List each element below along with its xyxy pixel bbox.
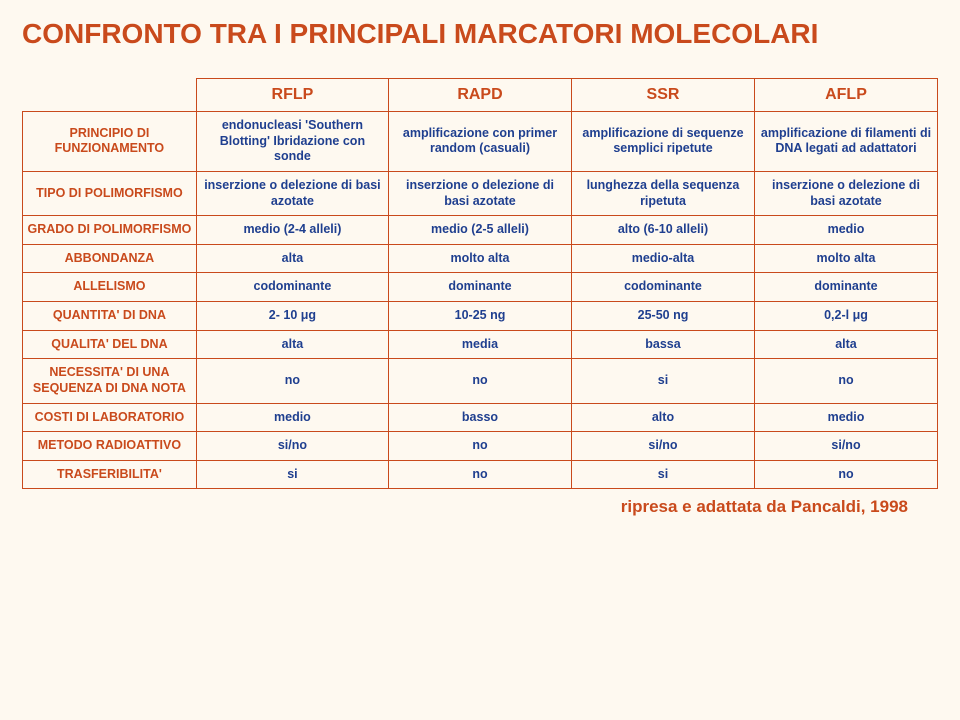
row-label: ALLELISMO (23, 273, 197, 302)
table-cell: no (754, 359, 937, 403)
col-header: AFLP (754, 79, 937, 112)
table-cell: medio (2-4 alleli) (196, 216, 388, 245)
table-cell: alta (196, 330, 388, 359)
table-cell: amplificazione con primer random (casual… (388, 112, 571, 172)
table-cell: basso (388, 403, 571, 432)
table-row: ALLELISMO codominante dominante codomina… (23, 273, 938, 302)
table-cell: medio (196, 403, 388, 432)
row-label: METODO RADIOATTIVO (23, 432, 197, 461)
row-label: TRASFERIBILITA' (23, 460, 197, 489)
table-cell: no (754, 460, 937, 489)
table-row: GRADO DI POLIMORFISMO medio (2-4 alleli)… (23, 216, 938, 245)
table-row: METODO RADIOATTIVO si/no no si/no si/no (23, 432, 938, 461)
row-label: GRADO DI POLIMORFISMO (23, 216, 197, 245)
row-label: QUANTITA' DI DNA (23, 302, 197, 331)
table-cell: medio (2-5 alleli) (388, 216, 571, 245)
table-cell: codominante (196, 273, 388, 302)
table-cell: 0,2-l μg (754, 302, 937, 331)
table-cell: no (388, 460, 571, 489)
table-cell: no (196, 359, 388, 403)
table-row: COSTI DI LABORATORIO medio basso alto me… (23, 403, 938, 432)
table-row: QUALITA' DEL DNA alta media bassa alta (23, 330, 938, 359)
table-cell: 10-25 ng (388, 302, 571, 331)
table-cell: molto alta (388, 244, 571, 273)
table-row: NECESSITA' DI UNA SEQUENZA DI DNA NOTA n… (23, 359, 938, 403)
page-title: CONFRONTO TRA I PRINCIPALI MARCATORI MOL… (22, 18, 938, 50)
row-label: TIPO DI POLIMORFISMO (23, 171, 197, 215)
table-cell: alta (196, 244, 388, 273)
col-header: RFLP (196, 79, 388, 112)
col-header: RAPD (388, 79, 571, 112)
table-row: ABBONDANZA alta molto alta medio-alta mo… (23, 244, 938, 273)
table-cell: bassa (571, 330, 754, 359)
table-cell: inserzione o delezione di basi azotate (388, 171, 571, 215)
table-cell: dominante (388, 273, 571, 302)
table-cell: si/no (196, 432, 388, 461)
table-cell: media (388, 330, 571, 359)
table-cell: medio (754, 403, 937, 432)
comparison-table: RFLP RAPD SSR AFLP PRINCIPIO DI FUNZIONA… (22, 78, 938, 489)
row-label: PRINCIPIO DI FUNZIONAMENTO (23, 112, 197, 172)
col-header: SSR (571, 79, 754, 112)
table-row: TIPO DI POLIMORFISMO inserzione o delezi… (23, 171, 938, 215)
row-label: ABBONDANZA (23, 244, 197, 273)
table-cell: amplificazione di sequenze semplici ripe… (571, 112, 754, 172)
table-body: PRINCIPIO DI FUNZIONAMENTO endonucleasi … (23, 112, 938, 489)
table-cell: dominante (754, 273, 937, 302)
table-row: TRASFERIBILITA' si no si no (23, 460, 938, 489)
table-cell: medio (754, 216, 937, 245)
table-cell: inserzione o delezione di basi azotate (754, 171, 937, 215)
row-label: QUALITA' DEL DNA (23, 330, 197, 359)
row-label: NECESSITA' DI UNA SEQUENZA DI DNA NOTA (23, 359, 197, 403)
table-cell: molto alta (754, 244, 937, 273)
table-row: QUANTITA' DI DNA 2- 10 μg 10-25 ng 25-50… (23, 302, 938, 331)
table-cell: no (388, 432, 571, 461)
page: CONFRONTO TRA I PRINCIPALI MARCATORI MOL… (0, 0, 960, 527)
table-cell: 25-50 ng (571, 302, 754, 331)
source-caption: ripresa e adattata da Pancaldi, 1998 (22, 497, 938, 517)
table-cell: lunghezza della sequenza ripetuta (571, 171, 754, 215)
table-cell: amplificazione di filamenti di DNA legat… (754, 112, 937, 172)
table-cell: si (571, 460, 754, 489)
table-cell: no (388, 359, 571, 403)
row-label: COSTI DI LABORATORIO (23, 403, 197, 432)
table-cell: alto (6-10 alleli) (571, 216, 754, 245)
table-row: PRINCIPIO DI FUNZIONAMENTO endonucleasi … (23, 112, 938, 172)
table-cell: si/no (571, 432, 754, 461)
table-cell: alta (754, 330, 937, 359)
table-cell: si (571, 359, 754, 403)
table-header-row: RFLP RAPD SSR AFLP (23, 79, 938, 112)
table-cell: si/no (754, 432, 937, 461)
table-cell: inserzione o delezione di basi azotate (196, 171, 388, 215)
table-cell: si (196, 460, 388, 489)
corner-cell (23, 79, 197, 112)
table-cell: medio-alta (571, 244, 754, 273)
table-cell: endonucleasi 'Southern Blotting' Ibridaz… (196, 112, 388, 172)
table-cell: codominante (571, 273, 754, 302)
table-cell: alto (571, 403, 754, 432)
table-cell: 2- 10 μg (196, 302, 388, 331)
